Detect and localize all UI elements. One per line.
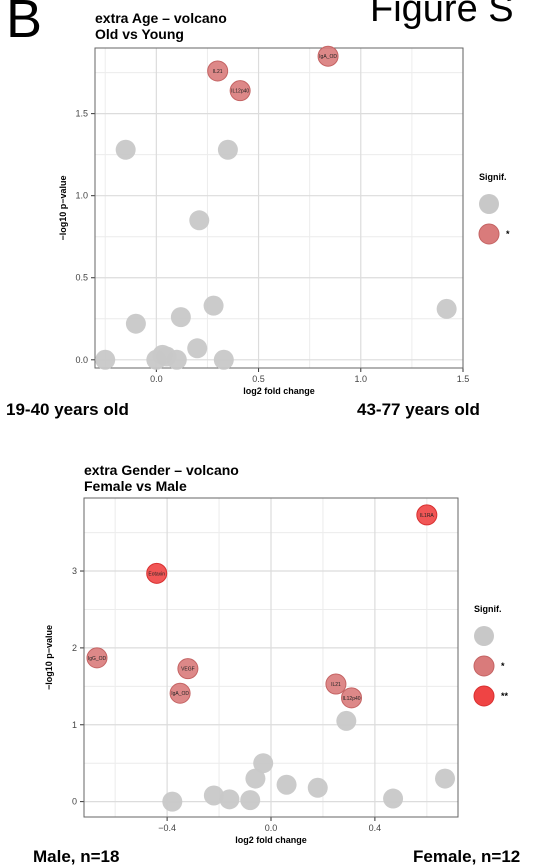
chart2-point-label: IgA_OD [171,691,189,697]
chart1-title: extra Age – volcano [95,10,227,26]
chart2-legend-title: Signif. [474,604,502,614]
chart2-data-point [162,791,183,812]
chart2-legend-key [473,655,495,677]
chart1-data-point [125,313,146,334]
chart1-legend-key [478,223,500,245]
chart1-panel-border [94,47,464,369]
chart2-data-point [416,504,438,526]
chart1-data-point [317,45,339,67]
chart2-legend-key [473,685,495,707]
chart1-legend-key [479,194,499,214]
chart1-y-tick-label: 1.5 [75,109,88,119]
chart2-data-point [177,658,199,680]
chart2-title-block: extra Gender – volcano Female vs Male [84,462,239,494]
chart1-right-group-label: 43-77 years old [357,400,480,419]
chart2-point-label: VEGF [181,667,195,673]
chart1-x-tick-label: 1.0 [355,374,368,384]
chart2-y-tick-label: 2 [72,643,77,653]
chart2-data-point [325,673,347,695]
chart1-legend-label: * [506,229,510,239]
chart2-x-tick-label: 0.4 [369,823,382,833]
chart1-data-point [436,298,457,319]
chart2-data-point [383,788,404,809]
chart1-title-block: extra Age – volcano Old vs Young [95,10,227,42]
chart1-data-point [166,349,187,370]
chart1-x-tick-label: 0.0 [150,374,163,384]
chart2-x-axis-label: log2 fold change [235,835,307,845]
chart2-y-tick-label: 0 [72,797,77,807]
chart1-subtitle: Old vs Young [95,26,184,42]
chart2-data-point [245,768,266,789]
figure-title: Figure S [370,0,514,30]
chart1-x-tick-label: 0.5 [252,374,265,384]
chart1-legend-title: Signif. [479,172,507,182]
chart2-point-label: IL12p40 [342,696,360,702]
chart1-x-axis-label: log2 fold change [243,386,315,396]
chart2-data-point [435,768,456,789]
chart1-volcano-plot: 0.0 0.5 1.0 1.5 0.0 0.5 1.0 1.5 log2 fold change… [58,45,510,396]
chart2-point-label: Eotaxin [148,571,165,577]
chart2-left-group-label: Male, n=18 [33,847,120,866]
chart1-data-point [213,349,234,370]
chart1-x-tick-label: 1.5 [457,374,470,384]
chart2-data-point [253,753,274,774]
chart1-data-point [189,210,210,231]
chart2-x-tick-label: 0.0 [265,823,278,833]
chart2-title: extra Gender – volcano [84,462,239,478]
chart2-data-point [307,777,328,798]
chart1-data-point [115,139,136,160]
chart2-legend-key [474,626,494,646]
chart1-y-tick-label: 0.0 [75,355,88,365]
chart1-data-point [217,139,238,160]
chart1-point-label: IgA_OD [319,54,337,60]
chart1-data-point [187,338,208,359]
chart1-point-label: IL12p40 [231,89,249,95]
chart2-volcano-plot: −0.4 0.0 0.4 0 1 2 3 log2 fold change −log10 p−v… [44,497,509,845]
chart1-data-point [203,295,224,316]
chart2-point-label: IL21 [331,682,341,688]
chart1-y-tick-label: 0.5 [75,273,88,283]
chart1-y-axis-label: −log10 p−value [58,175,68,240]
chart2-data-point [146,562,168,584]
chart1-data-point [229,80,251,102]
chart2-right-group-label: Female, n=12 [413,847,521,866]
chart1-data-point [170,307,191,328]
chart2-panel-border [83,497,459,818]
chart2-point-label: IgG_OD [88,656,107,662]
panel-letter: B [6,0,43,49]
chart1-y-tick-label: 1.0 [75,191,88,201]
chart2-y-tick-label: 1 [72,720,77,730]
chart2-legend-label: * [501,661,505,671]
chart1-data-point [95,349,116,370]
chart1-left-group-label: 19-40 years old [6,400,129,419]
chart2-data-point [86,647,108,669]
chart2-subtitle: Female vs Male [84,478,187,494]
chart2-data-point [203,785,224,806]
chart2-x-tick-label: −0.4 [158,823,176,833]
chart2-legend-label: ** [501,691,509,701]
chart2-data-point [276,774,297,795]
chart2-point-label: IL1RA [420,513,435,519]
chart2-data-point [341,687,363,709]
chart2-data-point [219,789,240,810]
chart2-y-tick-label: 3 [72,566,77,576]
chart1-data-point [207,60,229,82]
chart2-y-axis-label: −log10 p−value [44,625,54,690]
chart1-point-label: IL21 [213,69,223,75]
chart2-data-point [169,682,191,704]
chart2-data-point [336,710,357,731]
chart2-data-point [240,790,261,811]
